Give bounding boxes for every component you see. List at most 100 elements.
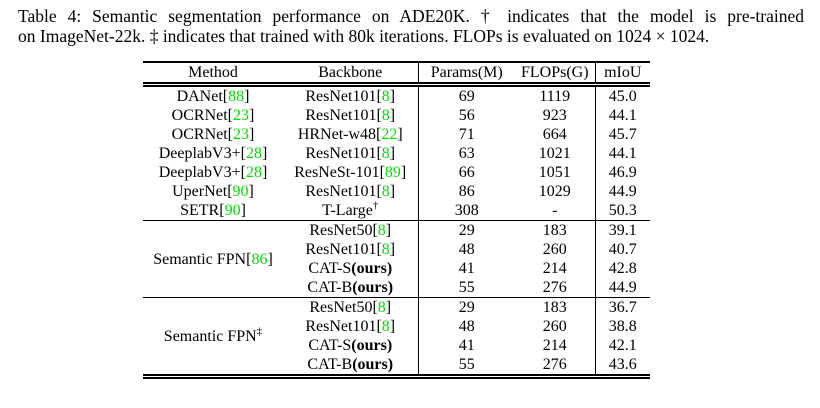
text-segment: (ours): [352, 279, 394, 296]
citation-ref: 28: [245, 164, 262, 181]
backbone-cell: T-Large†: [283, 199, 418, 221]
table-row: Semantic FPN[86] ResNet50[8] 29 183 39.1: [143, 220, 650, 298]
text-segment: ResNet50[: [309, 222, 378, 239]
text-segment: ResNet101[: [305, 107, 382, 124]
text-segment: OCRNet[: [171, 126, 233, 143]
caption-line-1: Table 4: Semantic segmentation performan…: [18, 6, 804, 26]
text-segment: Semantic FPN[: [153, 250, 252, 268]
caption-line-2: on ImageNet-22k. ‡ indicates that traine…: [18, 26, 710, 46]
flops-cell: 183: [515, 220, 595, 240]
backbone-cell: ResNet101[8]: [283, 106, 418, 125]
backbone-cell: CAT-B(ours): [283, 278, 418, 298]
miou-cell: 38.8: [594, 317, 650, 336]
table-row: DeeplabV3+[28] ResNet101[8] 63 1021 44.1: [143, 144, 650, 163]
text-segment: Semantic FPN: [163, 327, 257, 345]
flops-cell: 923: [542, 107, 567, 124]
text-segment: ]: [385, 299, 392, 316]
miou-cell: 36.7: [594, 297, 650, 317]
params-cell: 69: [417, 84, 515, 106]
params-cell: 41: [417, 259, 515, 278]
citation-ref: 90: [224, 202, 241, 219]
flops-cell: 214: [542, 337, 567, 354]
text-segment: ]: [389, 318, 396, 335]
citation-ref: 86: [251, 250, 268, 268]
results-table: Method Backbone Params(M) FLOPs(G) mIoU …: [143, 61, 650, 379]
citation-ref: 8: [381, 318, 390, 335]
backbone-cell: ResNet101[8]: [283, 240, 418, 259]
backbone-cell: ResNeSt-101[89]: [283, 163, 418, 182]
miou-cell: 45.0: [594, 84, 650, 106]
citation-ref: 89: [384, 164, 401, 181]
table-row: CAT-S(ours) 41 214 42.8: [143, 259, 650, 278]
citation-ref: 23: [233, 107, 249, 124]
params-cell: 308: [417, 201, 515, 221]
text-segment: ]: [389, 241, 396, 258]
text-segment: ]: [244, 88, 250, 105]
text-segment: CAT-B: [307, 356, 353, 373]
flops-cell: 276: [542, 356, 567, 373]
citation-ref: 8: [377, 299, 386, 316]
text-segment: CAT-S: [308, 260, 352, 277]
text-segment: ]: [389, 145, 396, 162]
miou-cell: 44.9: [594, 278, 650, 298]
backbone-cell: CAT-S(ours): [283, 336, 418, 355]
backbone-cell: CAT-S(ours): [283, 259, 418, 278]
text-segment: T-Large: [322, 202, 373, 219]
header-row: Method Backbone Params(M) FLOPs(G) mIoU: [143, 61, 650, 87]
citation-ref: 8: [381, 183, 390, 200]
citation-ref: 22: [381, 126, 398, 143]
text-segment: ]: [389, 88, 396, 105]
miou-cell: 50.3: [594, 201, 650, 221]
miou-cell: 42.8: [594, 259, 650, 278]
flops-cell: 664: [542, 126, 567, 143]
params-cell: 66: [417, 163, 515, 182]
table-row: ResNet101[8] 48 260 40.7: [143, 240, 650, 259]
text-segment: ]: [240, 202, 246, 219]
backbone-cell: ResNet101[8]: [283, 85, 418, 107]
text-segment: HRNet-w48[: [297, 126, 382, 143]
backbone-cell: ResNet50[8]: [283, 297, 418, 317]
citation-ref: 8: [377, 222, 386, 239]
table-row: DeeplabV3+[28] ResNeSt-101[89] 66 1051 46.9: [143, 163, 650, 182]
method-cell: SETR[90]: [143, 201, 283, 221]
params-cell: 29: [417, 220, 515, 240]
citation-ref: 23: [233, 126, 249, 143]
miou-cell: 44.1: [594, 144, 650, 163]
params-cell: 86: [417, 182, 515, 201]
miou-cell: 43.6: [594, 355, 650, 377]
flops-cell: 1021: [538, 145, 571, 162]
miou-cell: 39.1: [594, 220, 650, 240]
superscript-marker: †: [372, 199, 379, 212]
flops-cell: 260: [542, 241, 567, 258]
group-label-cell: Semantic FPN[86]: [143, 220, 283, 298]
method-cell: OCRNet[23]: [143, 106, 283, 125]
col-header-flops: FLOPs(G): [515, 61, 595, 87]
table-row: OCRNet[23] HRNet-w48[22] 71 664 45.7: [143, 125, 650, 144]
params-cell: 55: [417, 278, 515, 298]
table-row: DANet[88] ResNet101[8] 69 1119 45.0: [143, 84, 650, 107]
table-row: Semantic FPN‡ ResNet50[8] 29 183 36.7: [143, 297, 650, 377]
text-segment: ]: [400, 164, 407, 181]
flops-cell: 1051: [538, 164, 571, 181]
text-segment: DANet[: [176, 88, 229, 105]
group-label-cell: Semantic FPN‡: [143, 297, 283, 377]
params-cell: 48: [417, 317, 515, 336]
text-segment: ]: [249, 126, 255, 143]
text-segment: ResNet101[: [305, 318, 382, 335]
flops-cell: 1119: [539, 88, 571, 105]
text-segment: ResNet101[: [305, 183, 382, 200]
method-cell: UperNet[90]: [143, 182, 283, 201]
citation-ref: 90: [232, 183, 249, 200]
text-segment: ]: [389, 107, 396, 124]
superscript-marker: ‡: [256, 325, 263, 338]
params-cell: 71: [417, 125, 515, 144]
text-segment: ]: [267, 250, 273, 268]
method-cell: DeeplabV3+[28]: [143, 163, 283, 182]
flops-cell: 276: [542, 279, 567, 296]
text-segment: CAT-S: [308, 337, 352, 354]
flops-cell: 183: [515, 297, 595, 317]
params-cell: 55: [417, 355, 515, 377]
backbone-cell: ResNet101[8]: [283, 317, 418, 336]
text-segment: ResNet101[: [305, 88, 382, 105]
text-segment: ResNeSt-101[: [294, 164, 385, 181]
